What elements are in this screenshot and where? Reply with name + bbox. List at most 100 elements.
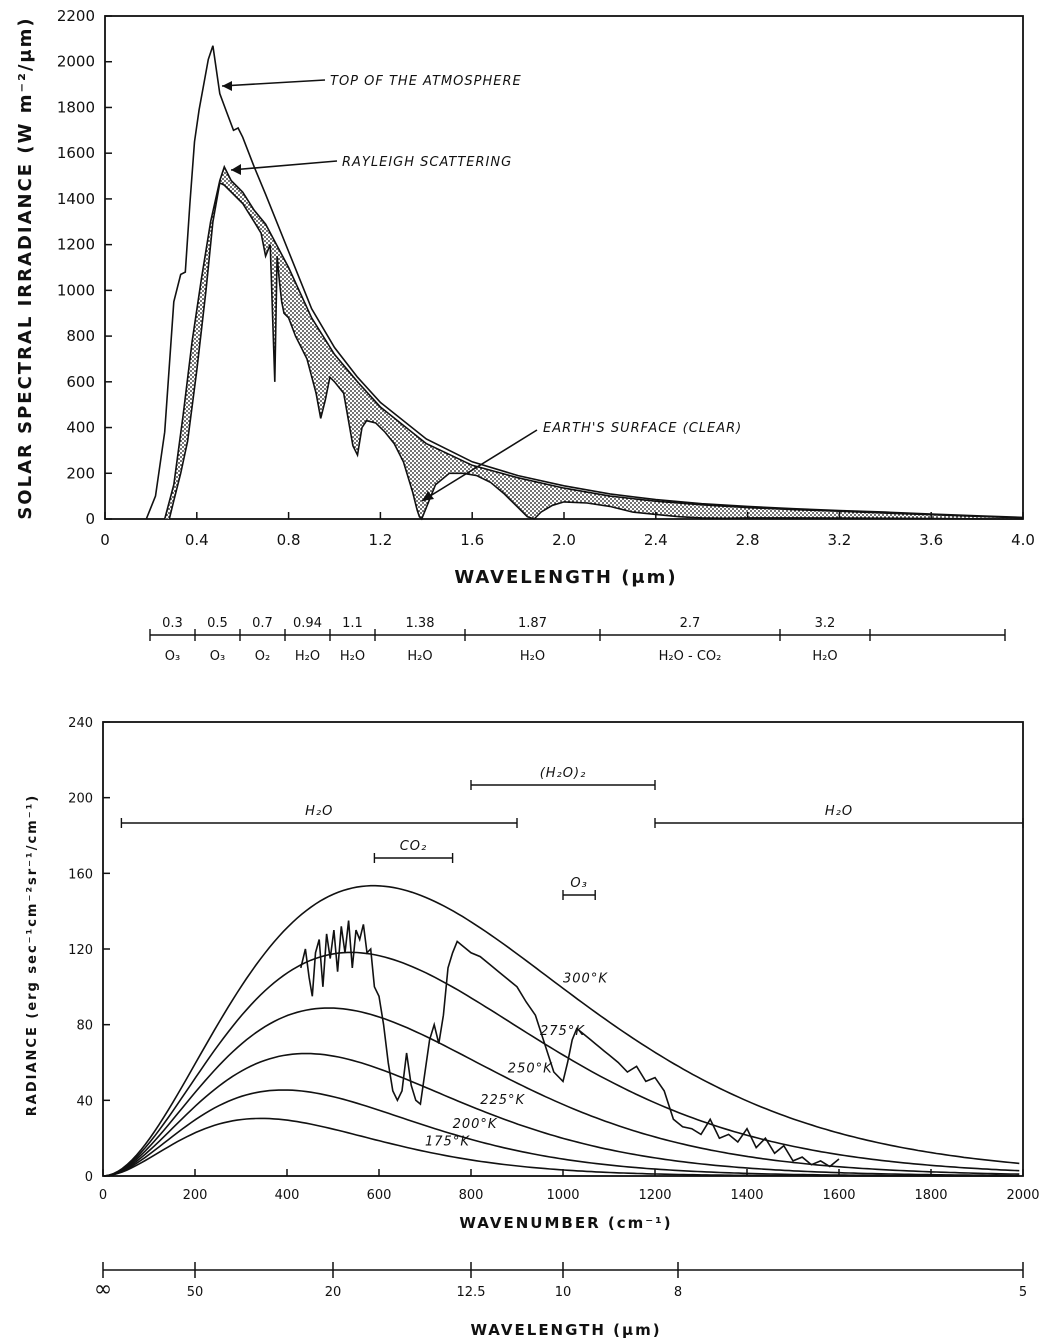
- arrow-top-of-atmosphere: [221, 79, 326, 87]
- top-y-tick-label: 400: [66, 419, 95, 437]
- bottom-x-tick-label: 800: [459, 1188, 484, 1203]
- bottom-x-tick-label: 400: [275, 1188, 300, 1203]
- absorption-absorber-label: H₂O - CO₂: [659, 649, 722, 664]
- absorption-position-label: 0.94: [293, 616, 322, 631]
- annotation-top-of-atmosphere: TOP OF THE ATMOSPHERE: [330, 74, 522, 89]
- secondary-tick-label: 50: [187, 1285, 204, 1300]
- blackbody-label: 275°K: [540, 1024, 585, 1039]
- absorption-absorber-label: H₂O: [407, 649, 432, 664]
- top-y-tick-label: 1200: [57, 236, 95, 254]
- bottom-x-tick-label: 1000: [546, 1188, 579, 1203]
- arrow-rayleigh-scattering: [230, 160, 338, 171]
- bottom-x-tick-label: 0: [99, 1188, 107, 1203]
- top-y-tick-label: 1000: [57, 281, 95, 299]
- arrowhead-earths-surface: [422, 491, 434, 501]
- secondary-tick-label: 12.5: [457, 1285, 486, 1300]
- top-y-axis-label: SOLAR SPECTRAL IRRADIANCE (W m⁻²/μm): [15, 16, 36, 519]
- top-x-tick-label: 1.6: [460, 531, 484, 549]
- top-y-tick-label: 600: [66, 373, 95, 391]
- top-y-tick-label: 1800: [57, 98, 95, 116]
- bottom-y-tick-label: 80: [76, 1019, 93, 1034]
- top-x-tick-label: 4.0: [1011, 531, 1035, 549]
- absorption-absorber-label: H₂O: [295, 649, 320, 664]
- secondary-tick-label: 8: [674, 1285, 682, 1300]
- secondary-tick-label: ∞: [94, 1277, 112, 1302]
- absorption-band-scale: 0.3 O₃ 0.5 O₃ 0.7 O₂ 0.94 H₂O 1.1 H₂O 1.38 H₂O 1.87 H…: [149, 616, 1006, 664]
- bottom-x-tick-label: 200: [183, 1188, 208, 1203]
- top-plot-frame: [104, 15, 1024, 520]
- top-x-tick-label: 0: [100, 531, 110, 549]
- bottom-x-tick-label: 1400: [730, 1188, 763, 1203]
- top-y-tick-label: 1400: [57, 190, 95, 208]
- blackbody-label: 225°K: [480, 1093, 525, 1108]
- absorption-absorber-label: O₃: [165, 649, 180, 664]
- top-y-tick-label: 2000: [57, 53, 95, 71]
- annotation-rayleigh-scattering: RAYLEIGH SCATTERING: [342, 155, 512, 170]
- blackbody-curve-175k: [103, 1117, 1020, 1177]
- top-y-tick-label: 200: [66, 464, 95, 482]
- band-label: H₂O: [825, 804, 853, 819]
- top-y-tick-label: 1600: [57, 144, 95, 162]
- bottom-y-tick-label: 160: [68, 867, 93, 882]
- bottom-y-tick-label: 0: [85, 1170, 93, 1185]
- top-x-tick-label: 0.8: [277, 531, 301, 549]
- bottom-x-tick-label: 1600: [822, 1188, 855, 1203]
- blackbody-curve-300k: [103, 884, 1020, 1177]
- blackbody-label: 250°K: [508, 1061, 553, 1076]
- blackbody-curves: 175°K 200°K 225°K 250°K 275°K 300°K: [103, 884, 1020, 1177]
- arrow-earths-surface: [421, 429, 538, 502]
- bottom-x-axis-label: WAVENUMBER (cm⁻¹): [459, 1214, 672, 1232]
- blackbody-curve-225k: [103, 1052, 1020, 1177]
- bottom-y-tick-label: 120: [68, 943, 93, 958]
- absorption-position-label: 3.2: [815, 616, 836, 631]
- earth-radiance-chart: 175°K 200°K 225°K 250°K 275°K 300°K H₂O (H₂O)₂…: [25, 716, 1040, 1339]
- bottom-plot-frame: [102, 721, 1024, 1177]
- top-axis-ticks: 0 0.4 0.8 1.2 1.6 2.0 2.4 2.8 3.2 3.6 4.0 0 200 400 60…: [57, 7, 1035, 549]
- blackbody-label: 200°K: [453, 1117, 498, 1132]
- top-x-tick-label: 3.2: [827, 531, 851, 549]
- bottom-y-tick-label: 200: [68, 792, 93, 807]
- absorption-absorber-label: O₂: [255, 649, 270, 664]
- absorption-position-label: 1.1: [342, 616, 363, 631]
- band-label: (H₂O)₂: [540, 766, 587, 781]
- top-of-atmosphere-curve: [145, 45, 1024, 520]
- rayleigh-scattering-curve: [163, 164, 1024, 520]
- bottom-x-tick-label: 600: [367, 1188, 392, 1203]
- top-x-tick-label: 2.0: [552, 531, 576, 549]
- top-x-tick-label: 2.4: [644, 531, 668, 549]
- top-x-tick-label: 0.4: [185, 531, 209, 549]
- arrowhead-rayleigh-scattering: [231, 164, 241, 175]
- blackbody-label: 175°K: [425, 1134, 470, 1149]
- blackbody-curve-200k: [103, 1089, 1020, 1177]
- absorption-position-label: 0.5: [207, 616, 228, 631]
- bottom-y-axis-label: RADIANCE (erg sec⁻¹cm⁻²sr⁻¹/cm⁻¹): [25, 794, 40, 1116]
- top-x-tick-label: 3.6: [919, 531, 943, 549]
- absorption-absorber-label: H₂O: [520, 649, 545, 664]
- absorption-absorber-label: H₂O: [812, 649, 837, 664]
- top-x-tick-label: 2.8: [736, 531, 760, 549]
- top-series-layer: [145, 45, 1024, 521]
- absorption-absorber-label: O₃: [210, 649, 225, 664]
- bottom-x-tick-label: 1200: [638, 1188, 671, 1203]
- secondary-tick-label: 10: [555, 1285, 572, 1300]
- absorption-area: [164, 166, 1023, 519]
- top-y-tick-label: 2200: [57, 7, 95, 25]
- bottom-x-tick-label: 2000: [1006, 1188, 1039, 1203]
- absorption-position-label: 2.7: [680, 616, 701, 631]
- absorption-position-label: 1.87: [518, 616, 547, 631]
- top-x-axis-label: WAVELENGTH (μm): [454, 567, 677, 588]
- absorption-position-label: 1.38: [406, 616, 435, 631]
- blackbody-curve-275k: [103, 951, 1020, 1177]
- band-label: O₃: [570, 876, 587, 891]
- absorption-position-label: 0.7: [252, 616, 273, 631]
- top-y-tick-label: 800: [66, 327, 95, 345]
- bottom-axis-ticks: 0 200 400 600 800 1000 1200 1400 1600 1800 2000 0 40…: [68, 716, 1039, 1203]
- arrowhead-top-of-atmosphere: [222, 81, 232, 91]
- absorption-position-label: 0.3: [162, 616, 183, 631]
- bottom-y-tick-label: 40: [76, 1094, 93, 1109]
- absorption-absorber-label: H₂O: [340, 649, 365, 664]
- annotation-earths-surface: EARTH'S SURFACE (CLEAR): [543, 421, 742, 436]
- secondary-tick-label: 20: [325, 1285, 342, 1300]
- top-x-tick-label: 1.2: [368, 531, 392, 549]
